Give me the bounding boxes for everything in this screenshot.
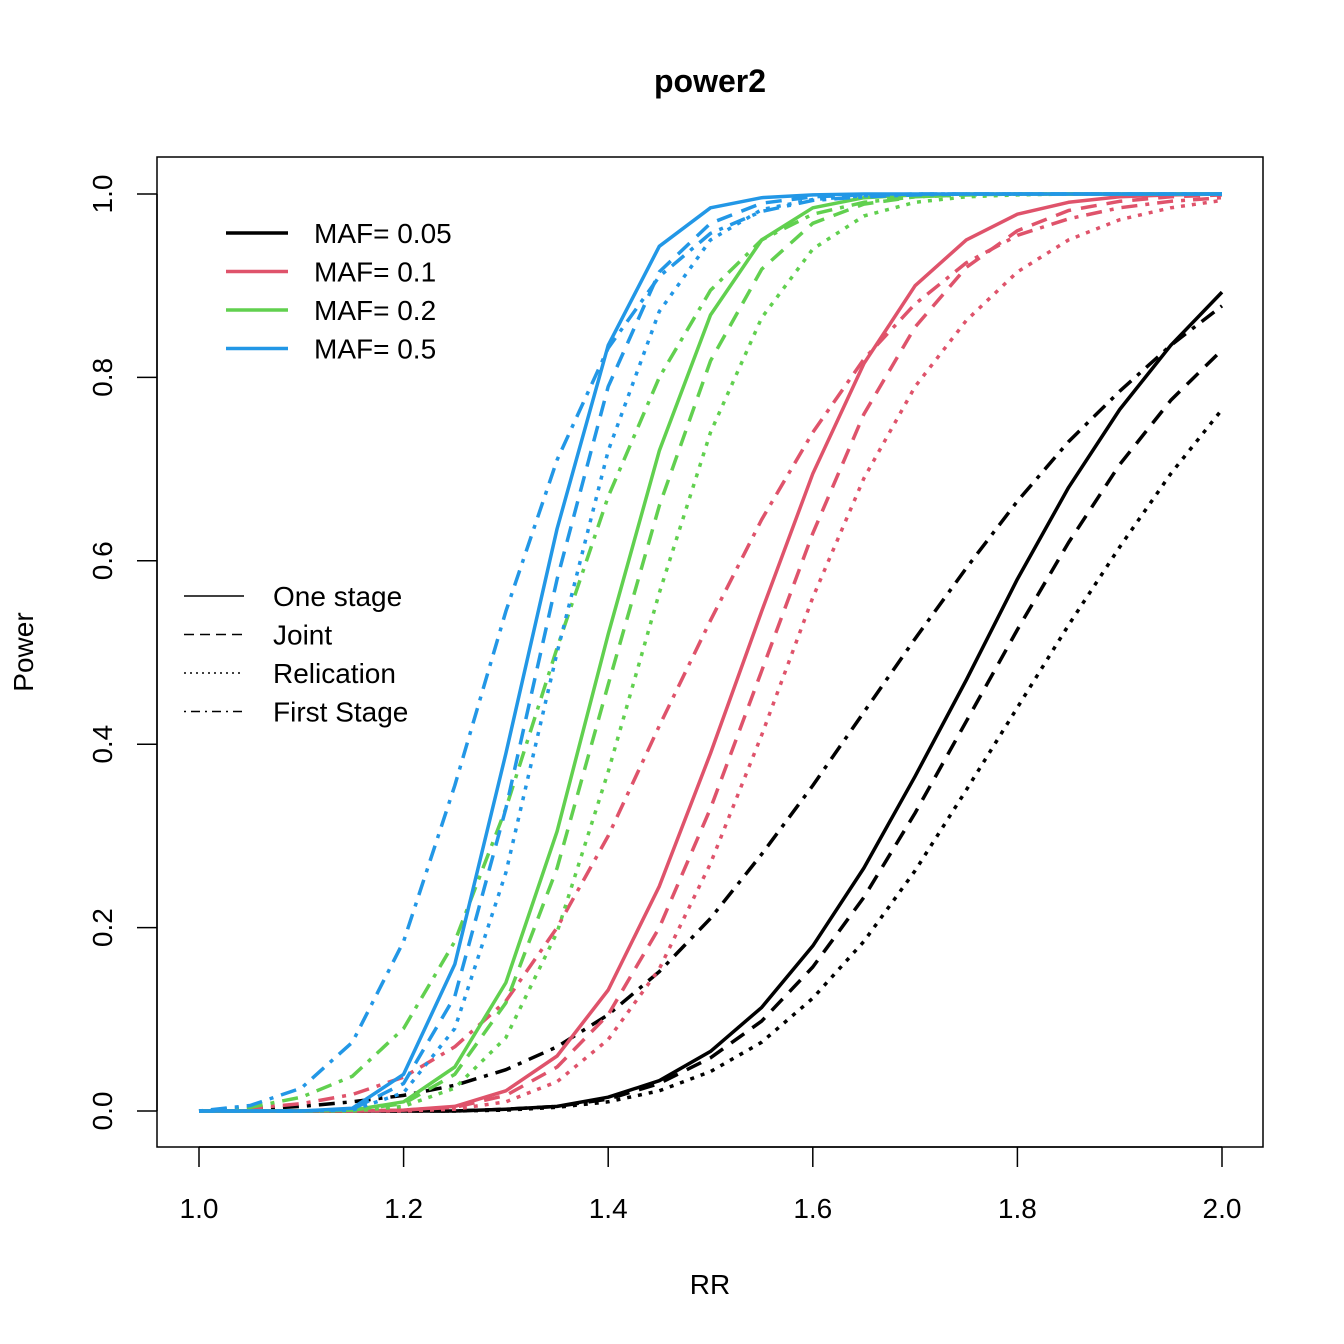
- x-tick-label: 1.0: [180, 1193, 219, 1224]
- x-tick-label: 1.6: [793, 1193, 832, 1224]
- legend-maf-label: MAF= 0.5: [314, 334, 436, 365]
- legend-linetype-label: Joint: [273, 620, 332, 651]
- legend-line-type: One stage Joint Relication First Stage: [184, 581, 408, 728]
- series-line-0_5-dotdash: [198, 192, 1222, 1113]
- chart-title: power2: [654, 63, 766, 99]
- y-axis-label: Power: [8, 612, 39, 691]
- series-line-0_1-dotdash: [198, 195, 1223, 1113]
- series-layer: [198, 192, 1224, 1113]
- series-line-0_1-solid: [199, 192, 1223, 1113]
- series-line-0_5-solid: [199, 192, 1222, 1113]
- series-line-0_5-dashed: [199, 192, 1222, 1113]
- y-tick-label: 0.2: [87, 908, 118, 947]
- series-line-0_05-dotted: [199, 408, 1224, 1113]
- legend-maf-label: MAF= 0.1: [314, 257, 436, 288]
- series-line-0_2-dotdash: [198, 192, 1222, 1113]
- y-tick-label: 0.0: [87, 1092, 118, 1131]
- series-line-0_5-dotted: [199, 192, 1222, 1113]
- x-tick-label: 1.4: [589, 1193, 628, 1224]
- x-tick-label: 2.0: [1203, 1193, 1242, 1224]
- legend-maf-label: MAF= 0.2: [314, 295, 436, 326]
- y-tick-label: 1.0: [87, 175, 118, 214]
- y-tick-label: 0.6: [87, 541, 118, 580]
- legend-maf: MAF= 0.05 MAF= 0.1 MAF= 0.2 MAF= 0.5: [226, 218, 452, 365]
- legend-linetype-label: One stage: [273, 581, 402, 612]
- y-tick-label: 0.4: [87, 725, 118, 764]
- y-tick-label: 0.8: [87, 358, 118, 397]
- legend-linetype-label: First Stage: [273, 697, 408, 728]
- x-axis: 1.0 1.2 1.4 1.6 1.8 2.0: [180, 1146, 1242, 1224]
- series-line-0_05-dashed: [199, 348, 1224, 1113]
- x-tick-label: 1.2: [384, 1193, 423, 1224]
- series-line-0_2-solid: [199, 192, 1222, 1113]
- x-tick-label: 1.8: [998, 1193, 1037, 1224]
- legend-linetype-label: Relication: [273, 658, 396, 689]
- legend-maf-label: MAF= 0.05: [314, 218, 452, 249]
- series-line-0_2-dashed: [199, 192, 1222, 1113]
- series-line-0_2-dotted: [199, 192, 1222, 1113]
- series-line-0_05-dotdash: [198, 304, 1224, 1113]
- y-axis: 0.0 0.2 0.4 0.6 0.8 1.0: [87, 175, 158, 1131]
- series-line-0_1-dashed: [199, 193, 1223, 1113]
- x-axis-label: RR: [690, 1269, 730, 1300]
